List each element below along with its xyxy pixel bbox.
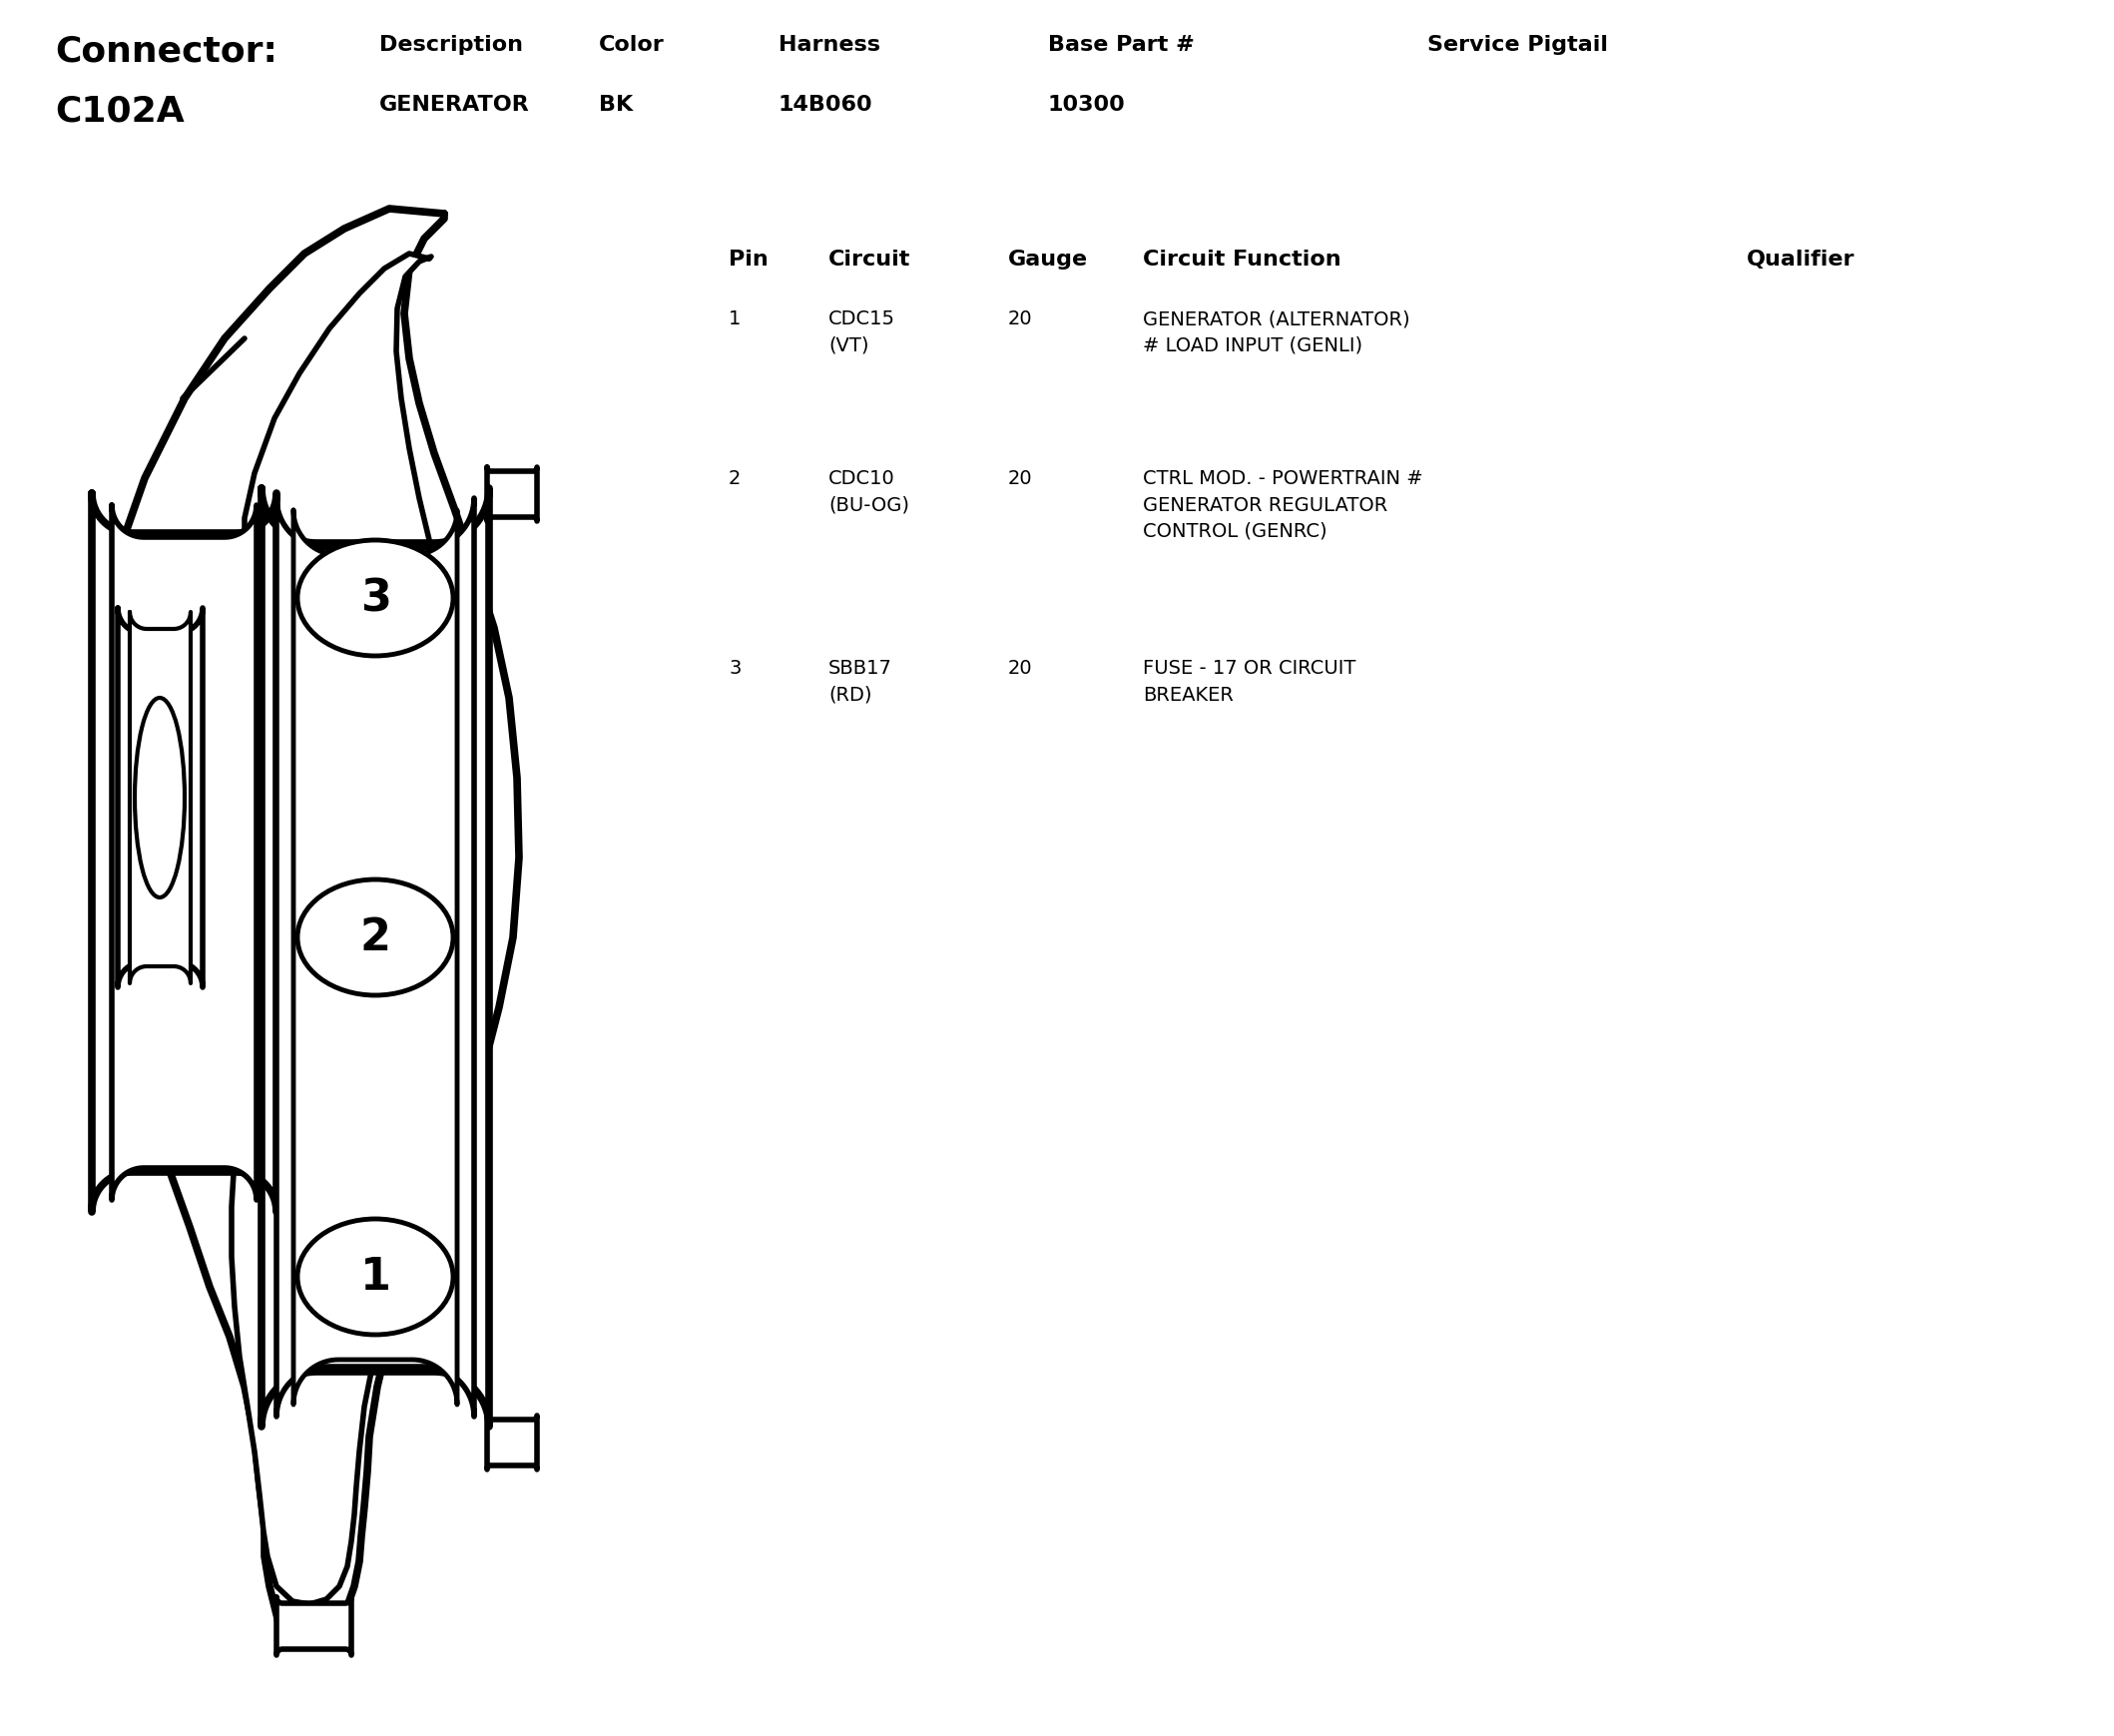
Text: 20: 20 [1008, 309, 1032, 328]
Polygon shape [294, 510, 457, 1404]
Text: 14B060: 14B060 [778, 95, 873, 115]
Text: Color: Color [598, 35, 664, 56]
Text: CTRL MOD. - POWERTRAIN #
GENERATOR REGULATOR
CONTROL (GENRC): CTRL MOD. - POWERTRAIN # GENERATOR REGUL… [1144, 469, 1423, 540]
Ellipse shape [298, 880, 452, 996]
Text: 3: 3 [359, 576, 391, 620]
Text: GENERATOR (ALTERNATOR)
# LOAD INPUT (GENLI): GENERATOR (ALTERNATOR) # LOAD INPUT (GEN… [1144, 309, 1410, 354]
Text: Circuit Function: Circuit Function [1144, 250, 1340, 269]
Text: SBB17
(RD): SBB17 (RD) [829, 658, 892, 703]
Ellipse shape [298, 540, 452, 656]
Polygon shape [262, 490, 488, 1427]
Text: FUSE - 17 OR CIRCUIT
BREAKER: FUSE - 17 OR CIRCUIT BREAKER [1144, 658, 1355, 703]
Text: 2: 2 [729, 469, 742, 488]
Ellipse shape [298, 1219, 452, 1335]
Text: 10300: 10300 [1049, 95, 1125, 115]
Text: Connector:: Connector: [55, 35, 277, 69]
Polygon shape [486, 1417, 537, 1470]
Text: Service Pigtail: Service Pigtail [1427, 35, 1609, 56]
Text: Qualifier: Qualifier [1746, 250, 1854, 269]
Text: GENERATOR: GENERATOR [378, 95, 531, 115]
Text: 2: 2 [359, 917, 391, 960]
Polygon shape [93, 210, 520, 1637]
Ellipse shape [135, 698, 184, 898]
Polygon shape [91, 493, 277, 1212]
Text: CDC15
(VT): CDC15 (VT) [829, 309, 896, 354]
Polygon shape [129, 613, 190, 984]
Text: 3: 3 [729, 658, 742, 677]
Polygon shape [118, 609, 203, 988]
Text: 20: 20 [1008, 469, 1032, 488]
Text: Gauge: Gauge [1008, 250, 1089, 269]
Text: 1: 1 [729, 309, 742, 328]
Text: 20: 20 [1008, 658, 1032, 677]
Polygon shape [233, 255, 488, 1604]
Text: CDC10
(BU-OG): CDC10 (BU-OG) [829, 469, 909, 514]
Text: Pin: Pin [729, 250, 767, 269]
Polygon shape [112, 505, 256, 1200]
Text: BK: BK [598, 95, 632, 115]
Text: Base Part #: Base Part # [1049, 35, 1194, 56]
Polygon shape [277, 498, 474, 1417]
Text: 1: 1 [359, 1255, 391, 1299]
Polygon shape [486, 469, 537, 523]
Text: Harness: Harness [778, 35, 879, 56]
Text: Description: Description [378, 35, 522, 56]
Polygon shape [277, 1597, 351, 1654]
Text: C102A: C102A [55, 95, 184, 128]
Text: Circuit: Circuit [829, 250, 911, 269]
